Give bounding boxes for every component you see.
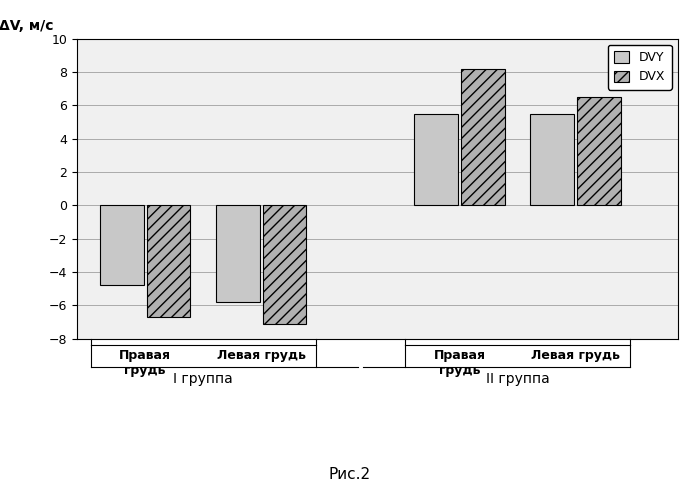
Bar	[100, 205, 144, 286]
Text: II группа: II группа	[486, 372, 549, 386]
Bar	[577, 97, 621, 205]
Bar	[461, 69, 505, 205]
Text: Правая
грудь: Правая грудь	[120, 349, 171, 377]
Text: Рис.2: Рис.2	[329, 467, 370, 482]
Bar	[531, 114, 574, 205]
Bar	[147, 205, 190, 317]
Bar	[216, 205, 260, 302]
Text: Левая грудь: Левая грудь	[217, 349, 306, 362]
Legend: DVY, DVX: DVY, DVX	[607, 45, 672, 90]
Text: Левая грудь: Левая грудь	[531, 349, 620, 362]
Text: I группа: I группа	[173, 372, 233, 386]
Text: ΔV, м/с: ΔV, м/с	[0, 19, 53, 33]
Text: Правая
грудь: Правая грудь	[433, 349, 485, 377]
Bar	[263, 205, 306, 324]
Bar	[415, 114, 458, 205]
